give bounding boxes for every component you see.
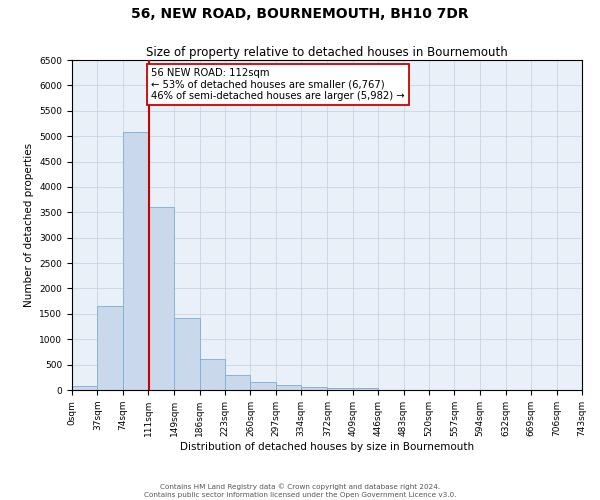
Bar bbox=[200, 359, 225, 390]
X-axis label: Distribution of detached houses by size in Bournemouth: Distribution of detached houses by size … bbox=[180, 442, 474, 452]
Bar bbox=[123, 132, 148, 390]
Text: Contains HM Land Registry data © Crown copyright and database right 2024.
Contai: Contains HM Land Registry data © Crown c… bbox=[144, 484, 456, 498]
Bar bbox=[225, 375, 250, 390]
Bar bbox=[174, 318, 200, 390]
Bar bbox=[148, 207, 174, 390]
Bar bbox=[301, 387, 328, 390]
Bar bbox=[97, 306, 123, 390]
Y-axis label: Number of detached properties: Number of detached properties bbox=[24, 143, 34, 307]
Text: 56 NEW ROAD: 112sqm
← 53% of detached houses are smaller (6,767)
46% of semi-det: 56 NEW ROAD: 112sqm ← 53% of detached ho… bbox=[151, 68, 404, 101]
Title: Size of property relative to detached houses in Bournemouth: Size of property relative to detached ho… bbox=[146, 46, 508, 59]
Bar bbox=[72, 386, 97, 390]
Bar bbox=[328, 388, 353, 390]
Bar bbox=[276, 385, 301, 390]
Bar bbox=[353, 388, 378, 390]
Text: 56, NEW ROAD, BOURNEMOUTH, BH10 7DR: 56, NEW ROAD, BOURNEMOUTH, BH10 7DR bbox=[131, 8, 469, 22]
Bar bbox=[250, 382, 276, 390]
